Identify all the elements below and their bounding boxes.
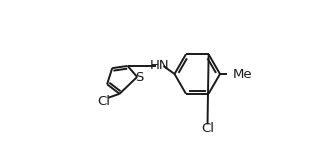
Text: HN: HN [150, 59, 170, 72]
Text: Me: Me [233, 67, 253, 81]
Text: Cl: Cl [201, 122, 214, 135]
Text: Cl: Cl [98, 95, 111, 108]
Text: S: S [135, 71, 144, 84]
